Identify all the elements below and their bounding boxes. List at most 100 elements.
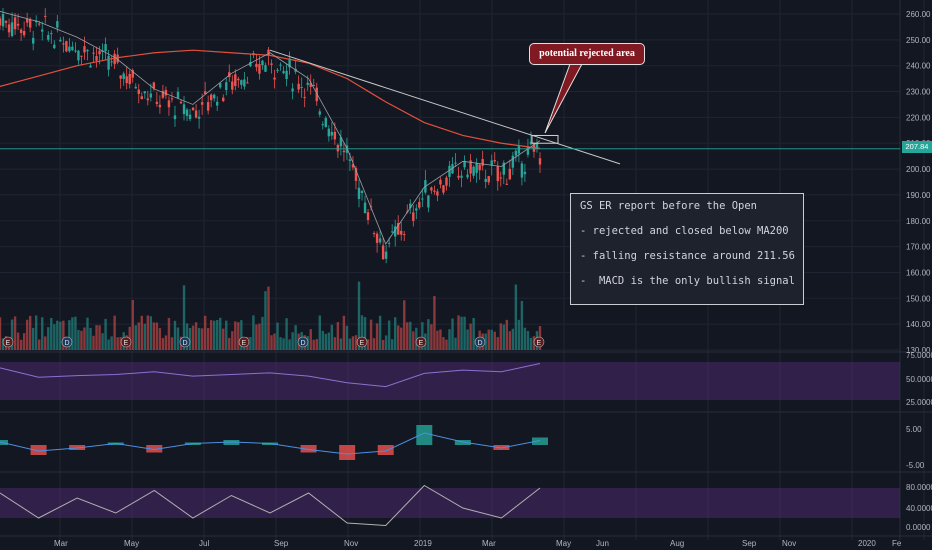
- earnings-marker-label: E: [537, 340, 542, 347]
- volume-bar: [330, 324, 334, 350]
- candle-body: [212, 94, 216, 99]
- candle-body: [535, 143, 539, 149]
- candle-body: [77, 50, 80, 61]
- candle-body: [321, 124, 324, 126]
- candle-body: [13, 17, 17, 30]
- volume-bar: [415, 327, 418, 350]
- price-tick-label: 260.00: [906, 10, 931, 19]
- volume-bar: [433, 296, 436, 350]
- candle-body: [469, 160, 472, 174]
- macd-tick-label: 5.00: [906, 425, 922, 434]
- candle-body: [28, 19, 32, 28]
- candle-body: [134, 86, 137, 89]
- earnings-marker: [120, 336, 132, 348]
- candle-body: [336, 144, 340, 152]
- volume-bar: [393, 317, 397, 350]
- candle-body: [234, 74, 237, 87]
- volume-bar: [406, 322, 409, 350]
- volume-bar: [41, 317, 44, 350]
- volume-bar: [38, 339, 41, 350]
- candle-body: [378, 238, 382, 243]
- candle-body: [436, 191, 439, 196]
- volume-bar: [505, 319, 509, 350]
- volume-bar: [282, 338, 285, 350]
- candle-body: [502, 162, 505, 175]
- volume-bar: [430, 324, 433, 350]
- candle-body: [451, 164, 454, 174]
- volume-bar: [457, 315, 460, 350]
- volume-bar: [312, 339, 315, 350]
- volume-bar: [98, 325, 101, 350]
- callout-label: potential rejected area: [529, 43, 645, 65]
- candle-body: [107, 55, 110, 70]
- candle-body: [276, 69, 279, 71]
- earnings-marker: [297, 336, 309, 348]
- candle-body: [89, 65, 92, 68]
- candle-body: [475, 163, 478, 173]
- volume-bar: [520, 300, 524, 350]
- volume-bar: [508, 331, 512, 350]
- price-tick-label: 190.00: [906, 191, 931, 200]
- time-tick-label: Mar: [482, 539, 496, 548]
- volume-bar: [472, 317, 475, 350]
- candle-body: [330, 131, 334, 136]
- earnings-marker: [2, 336, 14, 348]
- candle-body: [216, 101, 219, 106]
- candle-body: [137, 89, 140, 94]
- candle-body: [478, 164, 481, 171]
- candle-body: [228, 72, 231, 78]
- candle-body: [62, 43, 65, 45]
- candle-body: [219, 83, 222, 88]
- macd-histogram-bar: [300, 445, 317, 453]
- candle-body: [466, 174, 469, 178]
- volume-bar: [164, 335, 168, 350]
- candle-body: [185, 109, 189, 116]
- volume-bar: [409, 321, 412, 350]
- macd-histogram-bar: [339, 445, 356, 460]
- volume-bar: [342, 315, 346, 350]
- candle-body: [191, 107, 195, 111]
- candle-body: [409, 203, 412, 209]
- candle-body: [261, 60, 264, 66]
- volume-bar: [493, 331, 496, 350]
- volume-bar: [234, 321, 237, 350]
- volume-bar: [255, 324, 258, 350]
- time-tick-label: Jun: [596, 539, 609, 548]
- volume-bar: [348, 338, 352, 350]
- candle-body: [460, 175, 463, 178]
- candle-body: [113, 53, 116, 65]
- candle-body: [7, 24, 11, 33]
- volume-bar: [496, 337, 499, 350]
- volume-bar: [10, 319, 14, 350]
- volume-bar: [273, 333, 276, 350]
- candle-body: [41, 29, 44, 32]
- candle-body: [442, 185, 445, 193]
- volume-bar: [387, 320, 391, 350]
- candle-body: [31, 37, 35, 44]
- candle-body: [143, 91, 147, 94]
- volume-bar: [448, 329, 451, 350]
- candle-body: [119, 75, 122, 79]
- volume-bar: [451, 318, 454, 350]
- candle-body: [481, 159, 484, 166]
- rsi-tick-label: 25.0000: [906, 398, 932, 407]
- price-tick-label: 140.00: [906, 320, 931, 329]
- rsi-band: [0, 362, 900, 400]
- volume-bar: [191, 325, 195, 350]
- earnings-marker: [474, 336, 486, 348]
- candle-body: [131, 70, 134, 78]
- volume-bar: [212, 320, 216, 350]
- candle-body: [264, 65, 267, 72]
- volume-bar: [490, 329, 493, 350]
- volume-bar: [526, 330, 530, 350]
- note-line: - MACD is the only bullish signal: [580, 275, 795, 287]
- earnings-marker-label: E: [242, 340, 247, 347]
- volume-bar: [336, 322, 340, 350]
- volume-bar: [267, 286, 270, 350]
- volume-bar: [89, 327, 92, 350]
- candle-body: [315, 87, 318, 102]
- volume-bar: [412, 331, 415, 350]
- volume-bar: [381, 339, 385, 350]
- volume-bar: [107, 339, 110, 350]
